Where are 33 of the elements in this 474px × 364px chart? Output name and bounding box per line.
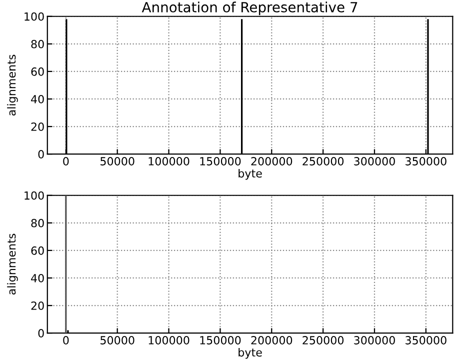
y-tick-label: 0 — [38, 329, 44, 338]
x-tick-label: 150000 — [200, 157, 241, 166]
y-tick-label: 0 — [38, 150, 44, 158]
x-tick-label: 100000 — [148, 157, 190, 166]
chart-title: Annotation of Representative 7 — [142, 2, 358, 16]
y-tick-label: 20 — [31, 122, 44, 131]
y-tick-label: 40 — [31, 94, 44, 104]
x-tick-label: 350000 — [406, 336, 446, 344]
x-tick-label: 250000 — [302, 157, 344, 166]
x-axis-title: byte — [238, 168, 262, 180]
x-tick-label: 350000 — [406, 157, 446, 166]
x-tick-label: 0 — [63, 157, 69, 166]
y-tick-label: 100 — [24, 191, 44, 200]
y-tick-label: 60 — [31, 246, 44, 255]
x-tick-label: 200000 — [251, 157, 292, 166]
y-axis-title: alignments — [7, 54, 18, 116]
x-tick-label: 0 — [63, 336, 69, 344]
x-tick-label: 50000 — [100, 336, 134, 344]
x-tick-label: 200000 — [251, 336, 292, 344]
x-tick-label: 300000 — [354, 157, 395, 166]
y-tick-label: 80 — [31, 40, 44, 48]
y-tick-label: 40 — [31, 274, 44, 282]
y-tick-label: 100 — [24, 12, 44, 21]
x-tick-label: 250000 — [302, 336, 344, 344]
x-tick-label: 300000 — [354, 336, 395, 344]
y-tick-label: 80 — [31, 218, 44, 228]
x-tick-label: 150000 — [200, 336, 241, 344]
y-tick-label: 20 — [31, 301, 44, 310]
x-axis-title: byte — [238, 348, 262, 359]
x-tick-label: 50000 — [100, 157, 134, 166]
x-tick-label: 100000 — [148, 336, 190, 344]
y-tick-label: 60 — [31, 67, 44, 76]
y-axis-title: alignments — [7, 234, 18, 295]
